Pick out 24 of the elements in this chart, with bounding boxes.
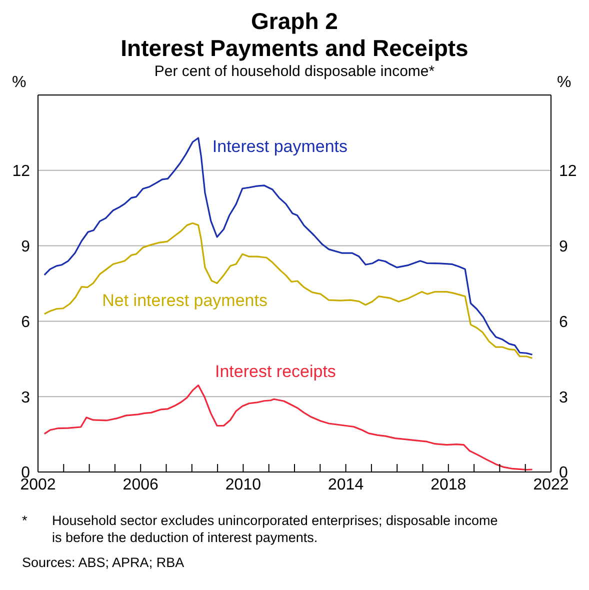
series-label: Interest receipts — [214, 362, 336, 382]
y2-tick-label: 12 — [559, 163, 577, 180]
x-tick-label: 2006 — [122, 476, 158, 494]
x-tick-label: 2014 — [328, 476, 364, 494]
chart-title: Graph 2 Interest Payments and Receipts — [120, 8, 470, 62]
series-label: Net interest payments — [102, 290, 268, 311]
y-tick-label: 3 — [21, 389, 30, 406]
line-series — [44, 384, 534, 471]
y-tick-label: 6 — [21, 314, 30, 331]
line-series — [44, 222, 534, 359]
x-tick-label: 2018 — [430, 476, 466, 494]
line-series — [44, 137, 534, 356]
text: * Household sector excludes unincorporated enterprises; disposable income is before the deduction of interest payments. — [22, 513, 498, 545]
y2-tick-label: 9 — [559, 238, 568, 256]
source-note: Sources: ABS; APRA; RBA — [22, 554, 186, 571]
y-tick-label: 12 — [12, 163, 30, 180]
y-axis-title: % — [12, 74, 26, 92]
y-tick-label: 9 — [21, 238, 30, 256]
y2-axis-title: % — [557, 74, 572, 92]
chart-subtitle: Per cent of household disposable income* — [154, 63, 435, 80]
series-label: Interest payments — [212, 136, 348, 157]
y2-tick-label: 6 — [559, 314, 568, 331]
y2-tick-label: 3 — [559, 389, 568, 406]
x-tick-label: 2010 — [225, 476, 262, 494]
